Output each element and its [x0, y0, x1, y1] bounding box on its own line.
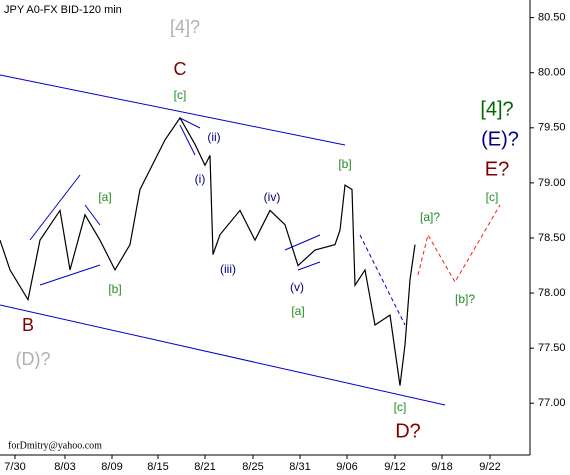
x-tick-label: 9/06: [336, 461, 357, 473]
wave-label: (E)?: [481, 128, 519, 150]
projection-path: [417, 204, 501, 283]
wave-label: [b]?: [455, 292, 475, 306]
x-tick-label: 8/21: [194, 461, 215, 473]
wedge-line: [39, 264, 101, 286]
y-tick-label: 80.50: [538, 12, 566, 24]
wedge-line: [179, 117, 201, 129]
wave-label: [a]?: [420, 210, 440, 224]
wedge-line: [179, 124, 196, 156]
wave-label: [b]: [338, 157, 351, 171]
wave-label: [4]?: [480, 98, 513, 120]
channel-lower: [0, 304, 446, 406]
wave-label: (iv): [264, 190, 281, 204]
wave-label: C: [174, 59, 187, 79]
chart-title: JPY A0-FX BID-120 min: [4, 4, 122, 16]
wave-label: [b]: [108, 282, 121, 296]
y-tick-label: 78.50: [538, 232, 566, 244]
wave-label: [c]: [174, 88, 187, 102]
y-tick-label: 78.00: [538, 287, 566, 299]
plot-area: [0, 0, 530, 455]
wave-label: [a]: [98, 190, 111, 204]
y-tick-label: 77.00: [538, 397, 566, 409]
wave-label: [c]: [486, 190, 499, 204]
x-tick-label: 8/31: [289, 461, 310, 473]
wedge-line: [29, 174, 81, 241]
x-tick-label: 7/30: [4, 461, 25, 473]
wave-label: [4]?: [170, 17, 200, 37]
channel-lines: [0, 74, 446, 406]
wave-label: (i): [195, 172, 206, 186]
wave-label: (v): [290, 280, 304, 294]
wave-label: (D)?: [16, 349, 51, 369]
channel-upper: [0, 74, 346, 146]
wave-label: (ii): [207, 130, 220, 144]
y-tick-label: 80.00: [538, 67, 566, 79]
wave-label: [a]: [291, 304, 304, 318]
x-tick-label: 8/25: [242, 461, 263, 473]
y-tick-label: 79.50: [538, 122, 566, 134]
y-tick-label: 79.00: [538, 177, 566, 189]
x-tick-label: 8/15: [147, 461, 168, 473]
wedge-line: [284, 234, 321, 251]
wave-label: (iii): [220, 262, 236, 276]
y-tick-label: 77.50: [538, 342, 566, 354]
x-tick-label: 9/22: [479, 461, 500, 473]
x-tick-label: 9/18: [431, 461, 452, 473]
x-tick-label: 9/12: [384, 461, 405, 473]
wave-label: [c]: [394, 400, 407, 414]
price-line: [0, 116, 416, 386]
wave-label: D?: [395, 420, 421, 442]
x-tick-label: 8/09: [101, 461, 122, 473]
x-tick-label: 8/03: [54, 461, 75, 473]
wedge-line: [359, 234, 406, 326]
wave-label: E?: [485, 158, 509, 180]
wedge-line: [84, 204, 101, 226]
wave-label: B: [22, 315, 34, 335]
footer: forDmitry@yahoo.com: [8, 440, 102, 451]
wedge-line: [297, 261, 321, 271]
